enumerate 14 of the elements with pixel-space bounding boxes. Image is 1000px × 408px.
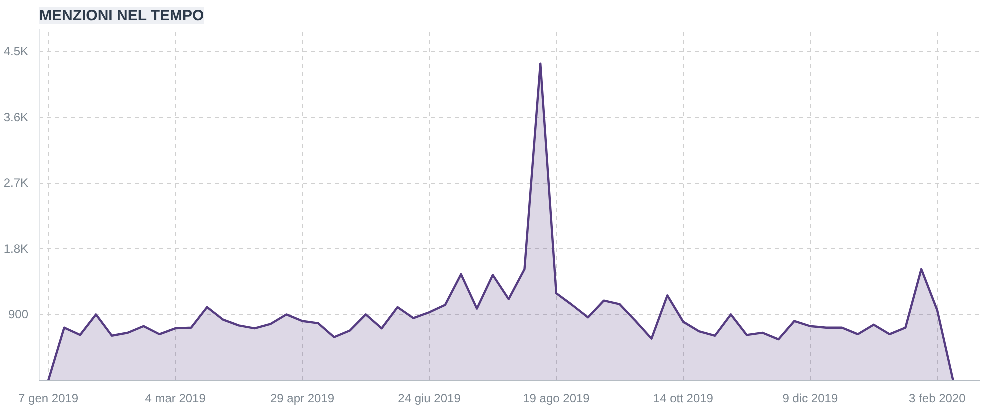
x-tick-label: 4 mar 2019 — [145, 392, 206, 406]
x-tick-label: 3 feb 2020 — [909, 392, 966, 406]
y-tick-label: 2.7K — [4, 176, 28, 190]
x-tick-label: 9 dic 2019 — [782, 392, 838, 406]
x-tick-label: 24 giu 2019 — [398, 392, 462, 406]
y-tick-label: 1.8K — [4, 242, 28, 256]
x-tick-label: 19 ago 2019 — [523, 392, 590, 406]
chart-title: MENZIONI NEL TEMPO — [40, 8, 205, 24]
x-tick-label: 29 apr 2019 — [270, 392, 335, 406]
x-tick-label: 7 gen 2019 — [18, 392, 79, 406]
y-tick-label: 4.5K — [4, 44, 28, 58]
y-tick-label: 900 — [8, 308, 29, 322]
x-tick-label: 14 ott 2019 — [653, 392, 714, 406]
y-tick-label: 3.6K — [4, 110, 28, 124]
